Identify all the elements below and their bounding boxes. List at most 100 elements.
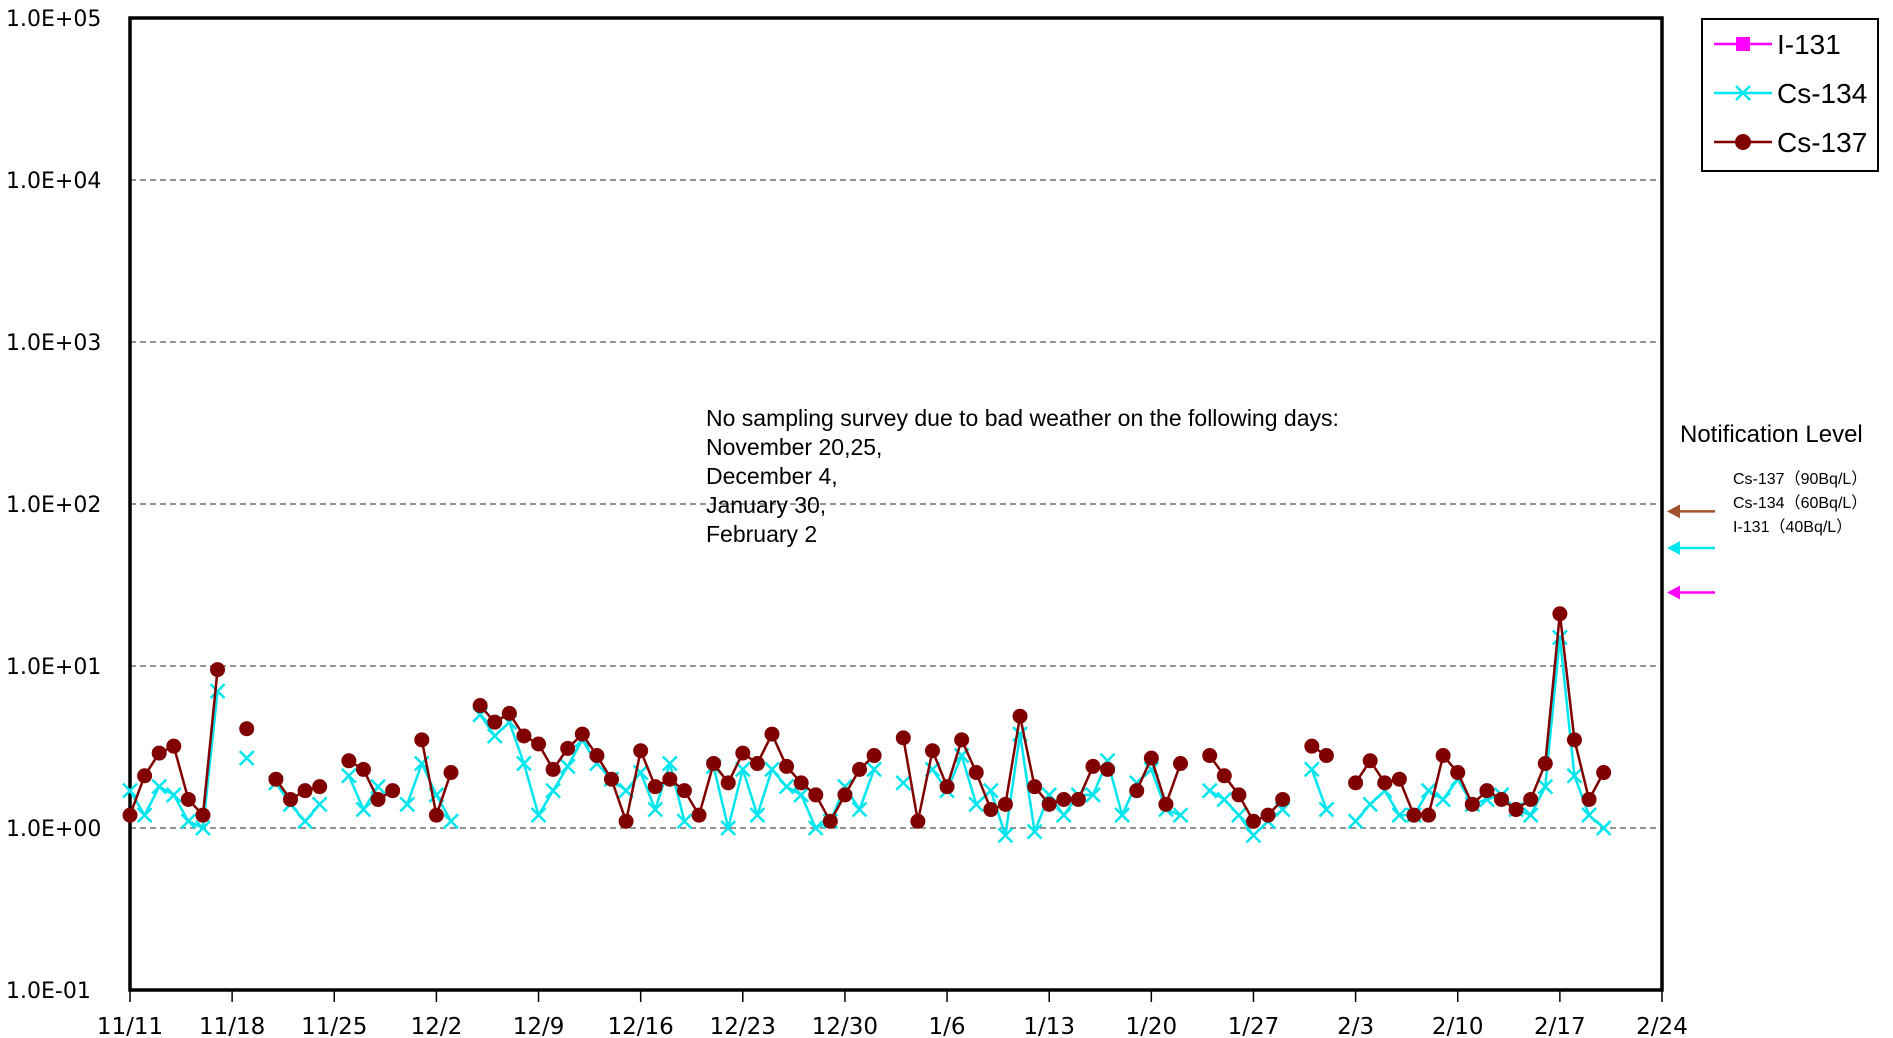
data-point (1537, 756, 1553, 772)
data-point (1012, 708, 1028, 724)
x-tick-label: 2/24 (1636, 1014, 1688, 1038)
data-point (1508, 802, 1524, 818)
data-point (764, 726, 780, 742)
data-point (954, 732, 970, 748)
data-point (1391, 807, 1408, 824)
x-tick-label: 1/20 (1126, 1014, 1178, 1038)
data-point (1143, 750, 1159, 766)
data-point (647, 801, 664, 818)
series-segment (945, 739, 963, 788)
annotation-line-5: February 2 (706, 521, 817, 547)
series-segment (522, 763, 540, 816)
data-point (968, 796, 985, 813)
x-tick-label: 2/3 (1337, 1014, 1374, 1038)
data-point (618, 813, 634, 829)
series-segment (726, 769, 745, 829)
series-cs-134 (122, 629, 1612, 844)
series-segment (1573, 775, 1591, 816)
data-point (1260, 807, 1276, 823)
data-point (516, 728, 532, 744)
data-point (122, 807, 138, 823)
legend-label-cs134: Cs-134 (1777, 78, 1867, 109)
data-point (633, 743, 649, 759)
series-cs-137 (122, 606, 1612, 829)
x-tick-label: 11/18 (199, 1014, 265, 1038)
series-segment (347, 775, 365, 811)
x-tick-label: 11/25 (301, 1014, 367, 1038)
data-point (297, 783, 313, 799)
data-point (151, 745, 167, 761)
data-point (180, 813, 197, 830)
data-point (443, 765, 459, 781)
data-point (1070, 791, 1086, 807)
data-point (1479, 783, 1495, 799)
data-point (1595, 820, 1612, 836)
series-segment (989, 790, 1007, 836)
data-point (443, 813, 459, 830)
data-point (910, 813, 926, 829)
notification-title: Notification Level (1680, 421, 1863, 448)
data-point (574, 726, 590, 742)
data-point (1027, 779, 1043, 795)
data-point (268, 771, 284, 787)
data-point (983, 802, 999, 818)
y-tick-label: 1.0E+04 (6, 169, 101, 194)
data-point (1230, 807, 1247, 824)
x-tick-label: 1/6 (929, 1014, 966, 1038)
data-point (895, 730, 911, 746)
data-point (924, 743, 940, 759)
data-point (808, 787, 824, 803)
data-point (195, 807, 211, 823)
data-point (1318, 748, 1334, 764)
data-point (472, 698, 488, 714)
data-point (1216, 791, 1233, 808)
notification-label-i131: I-131（40Bq/L） (1733, 518, 1852, 536)
data-point (793, 787, 810, 803)
data-point (1522, 807, 1539, 824)
series-segment (1558, 637, 1576, 776)
y-tick-label: 1.0E+02 (6, 493, 101, 518)
data-point (1245, 813, 1261, 829)
data-point (209, 683, 226, 699)
data-point (807, 820, 824, 836)
legend-marker-cs134 (1735, 85, 1751, 101)
data-point (997, 796, 1013, 812)
series-segment (1018, 715, 1036, 787)
data-point (1581, 791, 1597, 807)
data-point (399, 796, 416, 813)
data-point (676, 813, 693, 830)
x-tick-label: 11/11 (97, 1014, 163, 1038)
data-point (530, 807, 547, 824)
data-point (866, 761, 882, 778)
data-point (1362, 753, 1378, 769)
annotation-line-3: December 4, (706, 463, 838, 489)
y-tick-label: 1.0E+01 (6, 655, 101, 680)
series-segment (741, 769, 759, 816)
data-point (487, 714, 503, 730)
annotation-line-1: No sampling survey due to bad weather on… (706, 405, 1339, 431)
data-point (545, 761, 561, 777)
data-point (122, 782, 138, 799)
data-point (282, 791, 298, 807)
data-point (1231, 787, 1247, 803)
series-segment (800, 794, 817, 829)
data-point (720, 775, 736, 791)
data-point (1566, 767, 1583, 784)
data-point (1100, 761, 1116, 777)
data-point (1551, 629, 1568, 646)
data-point (165, 787, 182, 803)
data-point (968, 765, 984, 781)
series-segment (1310, 768, 1328, 810)
data-point (706, 756, 722, 772)
data-point (1435, 748, 1451, 764)
data-point (1245, 827, 1262, 844)
series-segment (201, 669, 219, 816)
data-point (210, 662, 226, 678)
series-segment (624, 750, 642, 822)
data-point (1537, 778, 1554, 795)
data-point (166, 738, 182, 754)
data-point (531, 736, 547, 752)
x-tick-label: 12/9 (513, 1014, 565, 1038)
data-point (895, 774, 912, 791)
data-point (311, 796, 328, 813)
